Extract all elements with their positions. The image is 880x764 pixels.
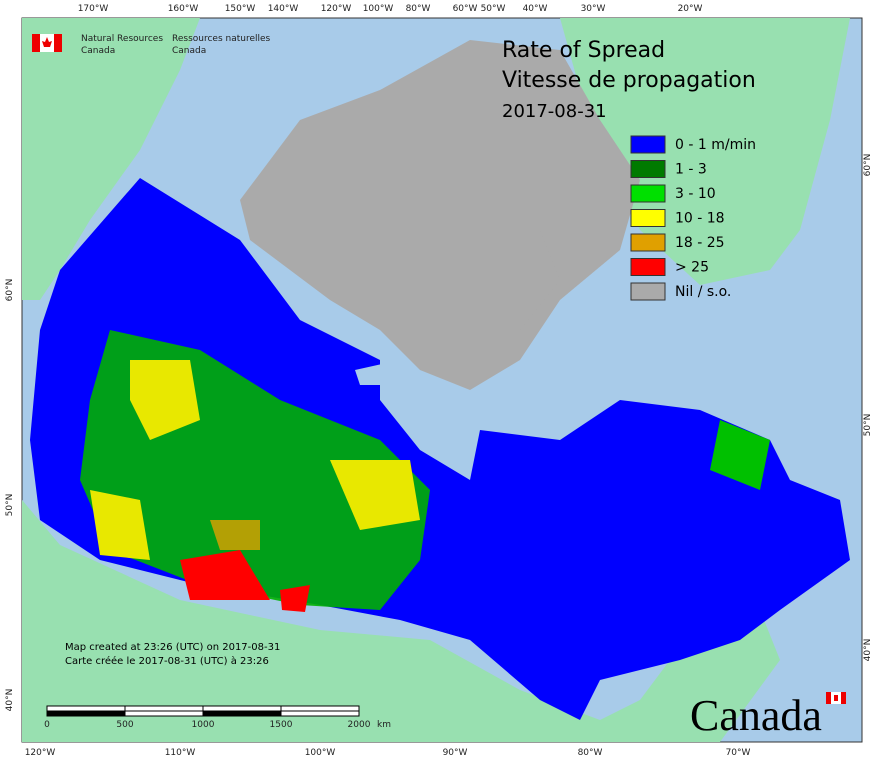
department-fr: Canada bbox=[172, 46, 206, 56]
legend-swatch bbox=[630, 258, 666, 276]
legend-swatch bbox=[630, 160, 666, 178]
title: Rate of Spread bbox=[502, 38, 665, 63]
scale-label: 1000 bbox=[192, 720, 215, 730]
lon-label: 170°W bbox=[78, 4, 109, 14]
scale-segment bbox=[280, 705, 360, 712]
lon-label: 70°W bbox=[726, 748, 751, 758]
legend-label: 0 - 1 m/min bbox=[675, 137, 756, 153]
date: 2017-08-31 bbox=[502, 101, 607, 122]
legend-swatch bbox=[630, 184, 666, 203]
lon-label: 100°W bbox=[305, 748, 336, 758]
lon-label: 140°W bbox=[268, 4, 299, 14]
lat-label: 40°N bbox=[863, 639, 873, 662]
scale-segment bbox=[46, 710, 126, 717]
canada-wordmark: Canada bbox=[690, 691, 846, 740]
map-frame bbox=[21, 17, 863, 743]
legend-swatch bbox=[630, 282, 666, 301]
legend-swatch bbox=[630, 135, 666, 154]
lon-label: 90°W bbox=[443, 748, 468, 758]
lon-label: 150°W bbox=[225, 4, 256, 14]
lat-label: 50°N bbox=[863, 414, 873, 437]
lon-label: 80°W bbox=[406, 4, 431, 14]
scale-unit: km bbox=[377, 720, 391, 730]
scale-segment bbox=[280, 710, 360, 717]
department-en: Natural Resources bbox=[81, 34, 163, 44]
lat-label: 60°N bbox=[863, 154, 873, 177]
scale-segment bbox=[124, 710, 204, 717]
scale-segment bbox=[202, 705, 282, 712]
legend-label: 3 - 10 bbox=[675, 186, 716, 202]
note: Carte créée le 2017-08-31 (UTC) à 23:26 bbox=[65, 655, 269, 667]
lat-label: 40°N bbox=[5, 689, 15, 712]
note: Map created at 23:26 (UTC) on 2017-08-31 bbox=[65, 642, 280, 653]
lon-label: 120°W bbox=[25, 748, 56, 758]
legend-swatch bbox=[630, 233, 666, 252]
lon-label: 40°W bbox=[523, 4, 548, 14]
legend-swatch bbox=[630, 209, 666, 227]
scale-segment bbox=[124, 705, 204, 712]
wordmark: Canada bbox=[690, 691, 822, 740]
scale-bar: 0 500 1000 1500 2000 km bbox=[44, 705, 391, 730]
legend-label: 18 - 25 bbox=[675, 235, 725, 251]
legend-label: Nil / s.o. bbox=[675, 284, 731, 300]
legend-label: 1 - 3 bbox=[675, 162, 707, 178]
scale-segment bbox=[46, 705, 126, 712]
lat-label: 50°N bbox=[5, 494, 15, 517]
lon-label: 50°W bbox=[481, 4, 506, 14]
scale-label: 1500 bbox=[270, 720, 293, 730]
lon-label: 30°W bbox=[581, 4, 606, 14]
graticule: 170°W 160°W 150°W 140°W 120°W 100°W 80°W 60°W 50… bbox=[5, 4, 873, 758]
lon-label: 60°W bbox=[453, 4, 478, 14]
legend: 0 - 1 m/min 1 - 3 3 - 10 10 - 18 18 - 25 > 25… bbox=[630, 135, 756, 301]
scale-segment bbox=[202, 710, 282, 717]
lon-label: 110°W bbox=[165, 748, 196, 758]
department-en: Canada bbox=[81, 46, 115, 56]
lon-label: 120°W bbox=[321, 4, 352, 14]
lon-label: 80°W bbox=[578, 748, 603, 758]
legend-label: > 25 bbox=[675, 260, 709, 276]
scale-label: 0 bbox=[44, 720, 50, 730]
lon-label: 20°W bbox=[678, 4, 703, 14]
scale-label: 2000 bbox=[348, 720, 371, 730]
lon-label: 160°W bbox=[168, 4, 199, 14]
scale-label: 500 bbox=[116, 720, 133, 730]
title: Vitesse de propagation bbox=[502, 68, 756, 93]
department-fr: Ressources naturelles bbox=[172, 34, 271, 44]
lat-label: 60°N bbox=[5, 279, 15, 302]
nrcan-logo: Natural Resources Canada Ressources natu… bbox=[32, 34, 271, 56]
lon-label: 100°W bbox=[363, 4, 394, 14]
legend-label: 10 - 18 bbox=[675, 211, 725, 227]
